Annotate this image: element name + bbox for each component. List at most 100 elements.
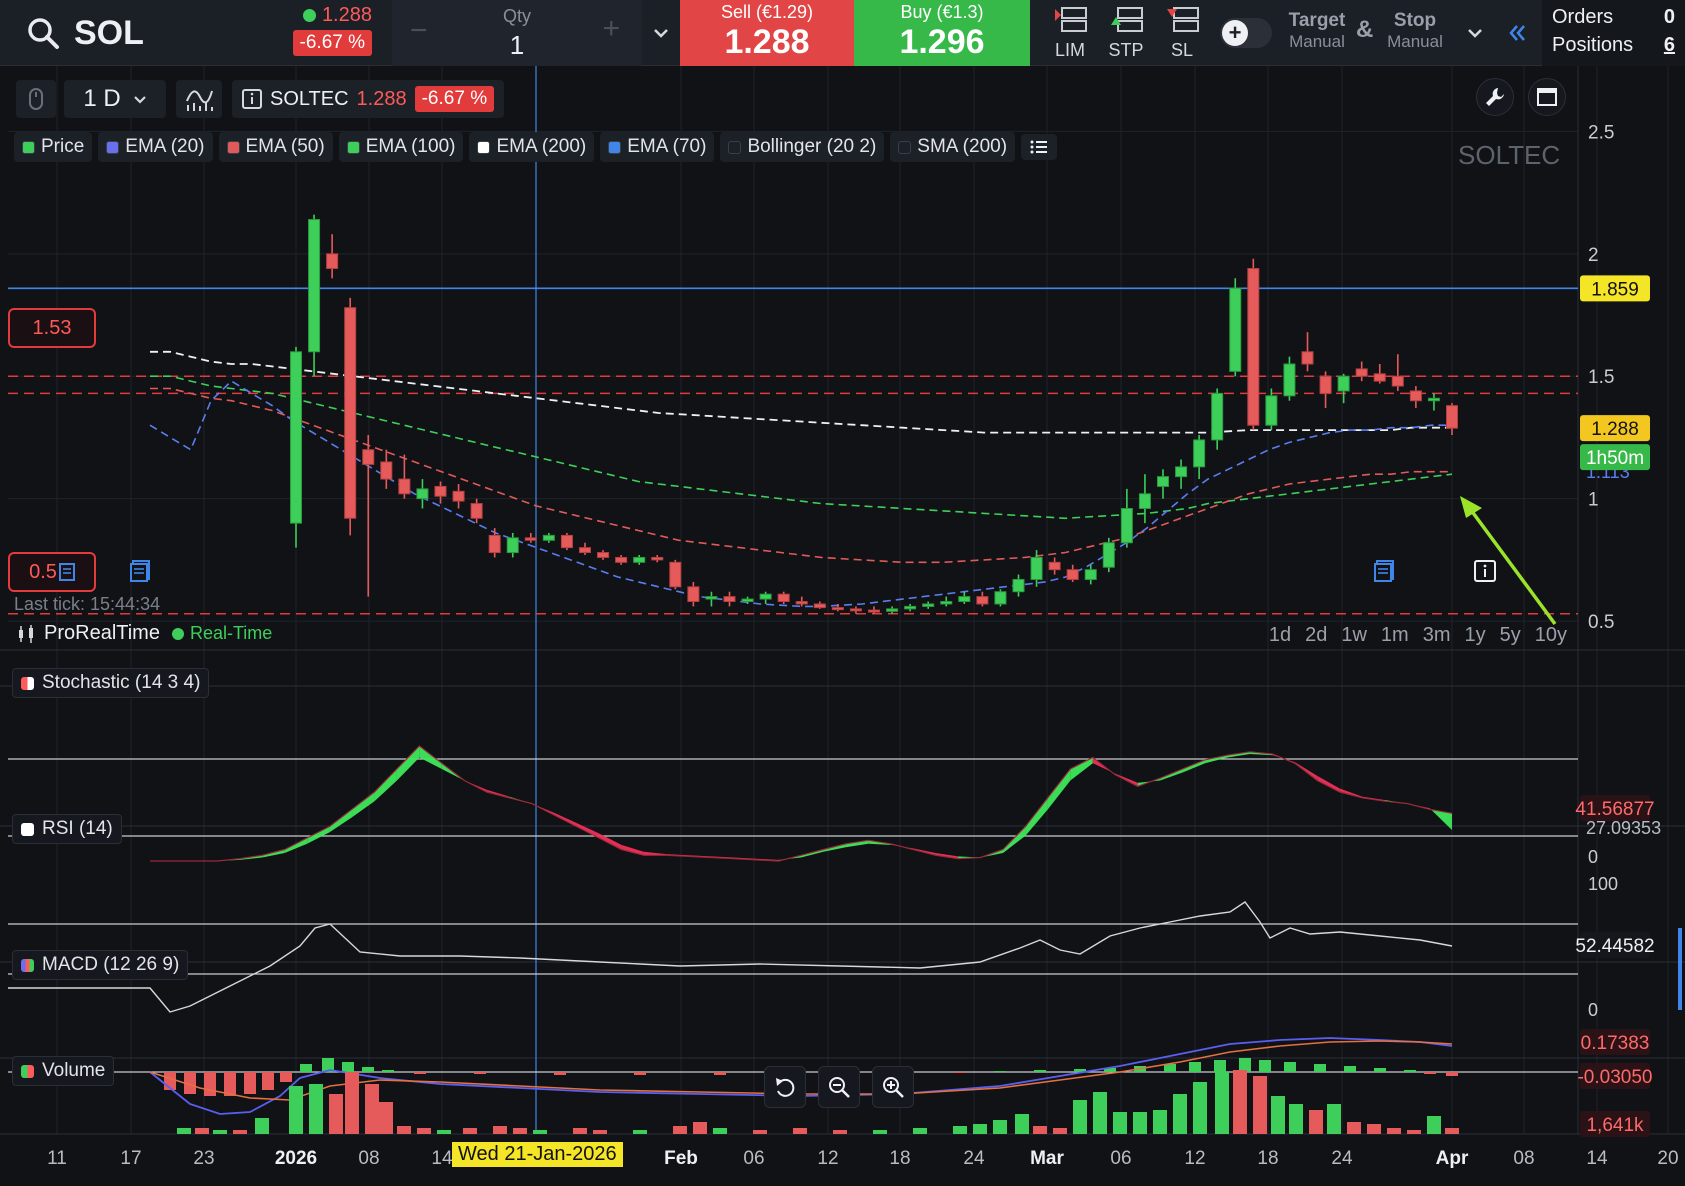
stochastic-fill (643, 851, 667, 856)
price-chart[interactable]: 11 17 23 2026 08 14 Feb 06 12 18 24 Mar 06 12 18 24 Apr 0… (0, 66, 1685, 1186)
zoom-in-button[interactable] (872, 1066, 914, 1108)
legend-item[interactable]: EMA (200) (469, 132, 595, 162)
x-tick-label: 08 (358, 1148, 379, 1169)
candle (1138, 474, 1151, 524)
stochastic-fill (1003, 826, 1026, 853)
indicators-icon (186, 90, 213, 111)
stochastic-value-tag: 41.56877 (1575, 795, 1655, 821)
timeframe-10y-button[interactable]: 10y (1534, 624, 1567, 646)
stop-order-icon (1111, 7, 1143, 32)
timeframe-1m-button[interactable]: 1m (1380, 624, 1409, 646)
order-type-lim[interactable]: LIM (1048, 0, 1092, 66)
order-type-sl[interactable]: SL (1160, 0, 1204, 66)
stochastic-fill (1047, 769, 1071, 810)
chart-settings-button[interactable] (1476, 78, 1514, 116)
timeframe-1w-button[interactable]: 1w (1341, 624, 1367, 646)
volume-bar (1133, 1112, 1147, 1134)
volume-bar (633, 1130, 647, 1134)
candle (416, 479, 429, 509)
legend-item[interactable]: EMA (50) (218, 132, 333, 162)
candle (1066, 564, 1079, 582)
maximize-chart-button[interactable] (1528, 78, 1566, 116)
macd-histogram-bar (1074, 1069, 1086, 1072)
candle (615, 554, 628, 565)
buy-button[interactable]: Buy (€1.3) 1.296 (854, 0, 1030, 66)
candle-body (651, 556, 664, 561)
candle (651, 554, 664, 563)
volume-label[interactable]: Volume (12, 1056, 115, 1086)
reset-zoom-button[interactable] (764, 1066, 806, 1108)
candle-body (669, 561, 682, 588)
volume-bar (1015, 1114, 1029, 1134)
candle-body (560, 534, 573, 549)
rsi-label[interactable]: RSI (14) (12, 814, 122, 844)
indicators-button[interactable] (176, 80, 222, 118)
macd-histogram-bar (554, 1072, 566, 1075)
order-type-stp[interactable]: STP (1104, 0, 1148, 66)
chevron-down-icon (1468, 29, 1482, 38)
candle-body (398, 478, 411, 495)
stochastic-fill (1070, 757, 1093, 781)
sell-button[interactable]: Sell (€1.29) 1.288 (680, 0, 854, 66)
macd-histogram-bar (1374, 1068, 1386, 1072)
legend-swatch (608, 140, 622, 154)
legend-swatch (898, 140, 912, 154)
legend-item[interactable]: SMA (200) (890, 132, 1016, 162)
target-stop-dropdown[interactable] (1462, 0, 1488, 66)
legend-item[interactable]: Bollinger (20 2) (720, 132, 885, 162)
instrument-info-chip[interactable]: SOLTEC 1.288 -6.67 % (232, 80, 505, 118)
stochastic-label[interactable]: Stochastic (14 3 4) (12, 668, 210, 698)
target-stop-toggle[interactable]: + (1220, 0, 1276, 66)
target-setting[interactable]: Target Manual (1282, 0, 1352, 66)
macd-histogram-bar (634, 1072, 646, 1075)
orders-positions-summary[interactable]: Orders 0 Positions 6 (1542, 0, 1685, 66)
macd-histogram-bar (244, 1072, 256, 1094)
volume-bar (1093, 1092, 1107, 1134)
legend-item[interactable]: EMA (100) (338, 132, 464, 162)
resistance-price-tag-bg (1580, 275, 1650, 302)
qty-dropdown-button[interactable] (644, 0, 678, 66)
candle (524, 532, 537, 543)
macd-value-tag-bg (1580, 1029, 1650, 1055)
candle (1156, 469, 1170, 499)
timeframe-5y-button[interactable]: 5y (1499, 624, 1521, 646)
candle-body (506, 537, 519, 554)
timeframe-1d-button[interactable]: 1d (1268, 624, 1292, 646)
qty-input[interactable]: 1 (509, 30, 525, 60)
note-icon[interactable] (1374, 560, 1396, 582)
macd-signal-tag: -0.03050 (1577, 1063, 1653, 1089)
timeframe-selector[interactable]: 1 D (64, 80, 166, 118)
legend-swatch (22, 140, 35, 154)
qty-plus-button[interactable]: + (602, 12, 620, 45)
timeframe-1y-button[interactable]: 1y (1464, 624, 1486, 646)
limit-order-icon (1055, 7, 1087, 32)
candle (904, 603, 917, 612)
macd-label[interactable]: MACD (12 26 9) (12, 950, 189, 980)
legend-item[interactable]: EMA (20) (98, 132, 213, 162)
stochastic-fill (396, 746, 420, 781)
legend-item[interactable]: Price (14, 132, 93, 162)
legend-item[interactable]: EMA (70) (600, 132, 715, 162)
qty-minus-button[interactable]: − (410, 14, 428, 47)
timeframe-2d-button[interactable]: 2d (1305, 624, 1328, 646)
stop-setting[interactable]: Stop Manual (1380, 0, 1450, 66)
zoom-out-button[interactable] (818, 1066, 860, 1108)
candle-body (795, 601, 808, 605)
collapse-panel-button[interactable] (1500, 0, 1534, 66)
volume-bar (1173, 1094, 1187, 1134)
drawing-tool-button[interactable] (16, 80, 56, 118)
candles-icon (19, 624, 33, 643)
qty-control: − Qty 1 + (392, 0, 642, 66)
timeframe-3m-button[interactable]: 3m (1422, 624, 1451, 646)
symbol-search[interactable]: SOL (0, 0, 270, 66)
upper-level-tag[interactable]: 1.53 (8, 308, 96, 348)
info-icon[interactable] (1474, 560, 1496, 582)
stochastic-k-line (150, 745, 1453, 862)
volume-bar (289, 1086, 303, 1134)
note-icon[interactable] (130, 560, 152, 582)
lower-level-tag[interactable]: 0.5 (8, 552, 96, 592)
zoom-out-icon (829, 1077, 850, 1098)
x-tick-label: 06 (1110, 1148, 1131, 1169)
legend-menu-button[interactable] (1021, 134, 1058, 160)
zoom-in-icon (883, 1077, 904, 1098)
